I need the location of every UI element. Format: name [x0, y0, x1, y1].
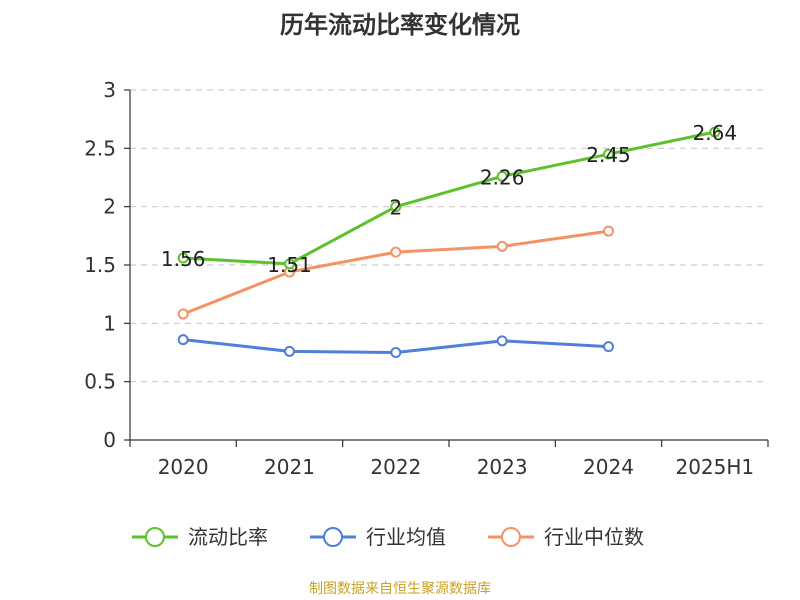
data-point [177, 308, 189, 320]
data-label: 1.56 [161, 247, 206, 271]
data-point [709, 126, 721, 138]
data-point [390, 201, 402, 213]
chart-title: 历年流动比率变化情况 [280, 11, 520, 39]
y-tick-label: 2 [103, 195, 116, 219]
series-line [182, 229, 609, 316]
legend-swatch-marker [501, 527, 521, 547]
data-point [603, 225, 614, 237]
legend-swatch-marker [323, 527, 343, 547]
source-note: 制图数据来自恒生聚源数据库 [309, 581, 491, 597]
legend-swatch-marker [145, 527, 165, 547]
x-tick-label: 2022 [370, 455, 421, 479]
data-labels: 1.56 1.51 2 2.26 2.45 2.64 [161, 121, 737, 277]
y-tick-label: 0.5 [84, 370, 116, 394]
data-point [390, 246, 402, 258]
x-tick-label: 2021 [264, 455, 315, 479]
legend: 流动比率 行业均值 行业中位数 [132, 525, 644, 549]
data-point [603, 341, 614, 353]
x-tick-label: 2025H1 [675, 455, 754, 479]
x-tick-label: 2024 [583, 455, 634, 479]
data-point [284, 258, 295, 270]
data-label: 2 [389, 196, 402, 220]
series-line [183, 130, 716, 266]
data-label: 2.64 [693, 121, 738, 145]
data-point [284, 345, 295, 357]
data-point [177, 334, 189, 346]
legend-label: 行业均值 [366, 525, 446, 549]
data-point [496, 335, 508, 347]
legend-label: 行业中位数 [544, 525, 644, 549]
y-tick-label: 2.5 [84, 136, 116, 160]
data-point [390, 347, 402, 358]
data-label: 2.45 [586, 143, 631, 167]
legend-item: 行业中位数 [488, 525, 644, 549]
data-point [496, 240, 508, 252]
axes: 0 0.5 1 1.5 2 2.5 3 2020 2021 2022 2023 2024 2025H1 [84, 78, 769, 479]
data-label: 2.26 [480, 165, 525, 189]
y-tick-label: 1.5 [84, 253, 116, 277]
data-label: 1.51 [267, 253, 312, 277]
legend-label: 流动比率 [188, 525, 268, 549]
data-point [177, 252, 189, 264]
legend-item: 流动比率 [132, 525, 268, 549]
data-point [496, 170, 508, 182]
data-point [603, 148, 614, 160]
series-lines [177, 126, 721, 358]
y-tick-label: 1 [103, 311, 116, 335]
x-tick-label: 2023 [477, 455, 528, 479]
y-tick-label: 0 [103, 428, 116, 452]
x-tick-label: 2020 [158, 455, 209, 479]
legend-item: 行业均值 [310, 525, 446, 549]
grid-lines [130, 89, 768, 383]
y-tick-label: 3 [103, 78, 116, 102]
